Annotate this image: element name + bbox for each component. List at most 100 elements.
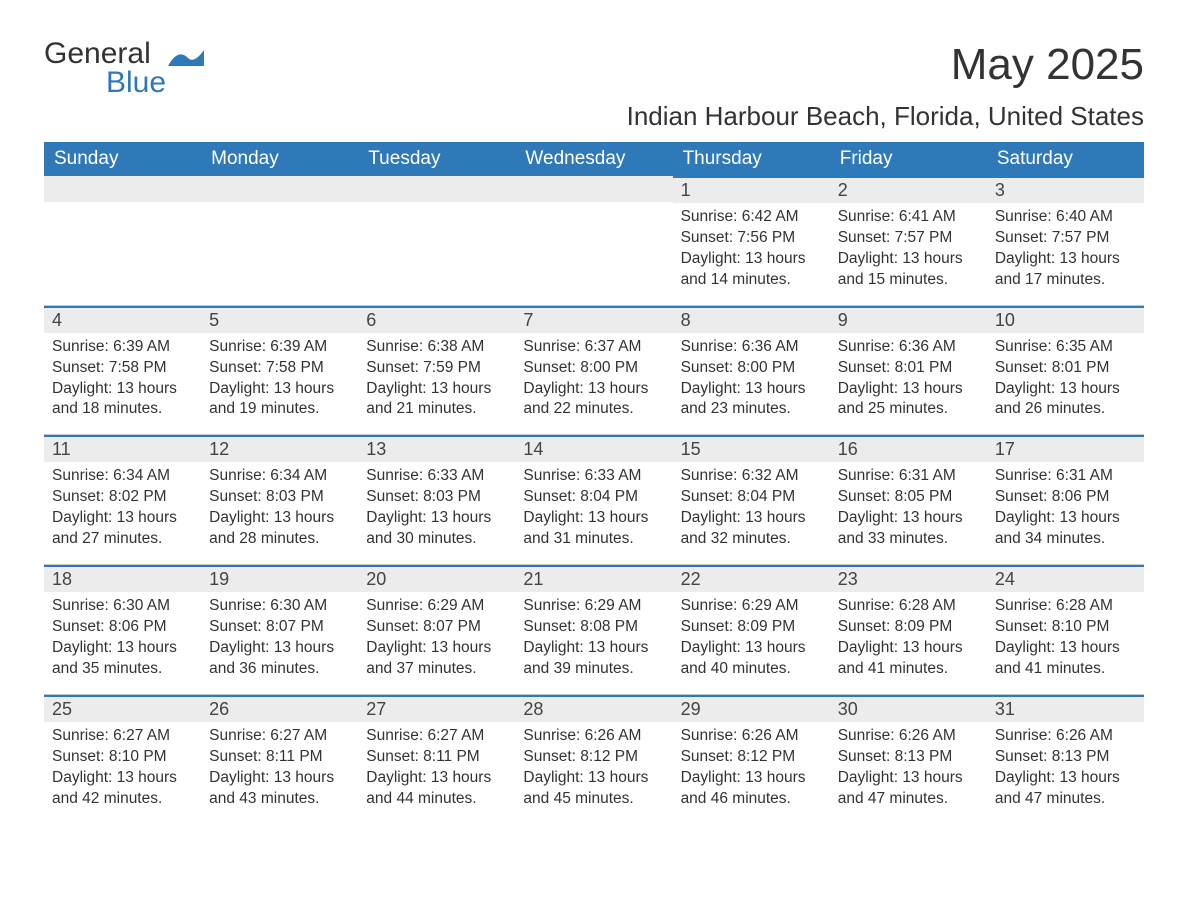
day-details: Sunrise: 6:26 AMSunset: 8:13 PMDaylight:… <box>987 722 1144 818</box>
sunrise-line: Sunrise: 6:27 AM <box>52 726 193 747</box>
sunrise-line: Sunrise: 6:31 AM <box>995 466 1136 487</box>
day-number: 10 <box>987 306 1144 333</box>
calendar-week: 25Sunrise: 6:27 AMSunset: 8:10 PMDayligh… <box>44 694 1144 818</box>
daylight-line-2: and 33 minutes. <box>838 529 979 550</box>
sunrise-line: Sunrise: 6:26 AM <box>838 726 979 747</box>
day-details: Sunrise: 6:39 AMSunset: 7:58 PMDaylight:… <box>201 333 358 429</box>
sunrise-line: Sunrise: 6:30 AM <box>52 596 193 617</box>
calendar-day: 31Sunrise: 6:26 AMSunset: 8:13 PMDayligh… <box>987 695 1144 818</box>
day-number: 13 <box>358 435 515 462</box>
day-number: 11 <box>44 435 201 462</box>
sunset-line: Sunset: 8:06 PM <box>52 617 193 638</box>
sunrise-line: Sunrise: 6:39 AM <box>52 337 193 358</box>
daylight-line-1: Daylight: 13 hours <box>681 638 822 659</box>
daylight-line-1: Daylight: 13 hours <box>681 508 822 529</box>
dayname-saturday: Saturday <box>987 142 1144 176</box>
day-number: 27 <box>358 695 515 722</box>
day-details: Sunrise: 6:29 AMSunset: 8:08 PMDaylight:… <box>515 592 672 688</box>
sunrise-line: Sunrise: 6:26 AM <box>995 726 1136 747</box>
calendar-day <box>515 176 672 299</box>
daylight-line-1: Daylight: 13 hours <box>366 768 507 789</box>
day-number: 7 <box>515 306 672 333</box>
day-details: Sunrise: 6:40 AMSunset: 7:57 PMDaylight:… <box>987 203 1144 299</box>
sunrise-line: Sunrise: 6:29 AM <box>366 596 507 617</box>
sunset-line: Sunset: 8:03 PM <box>366 487 507 508</box>
daylight-line-2: and 36 minutes. <box>209 659 350 680</box>
daylight-line-2: and 44 minutes. <box>366 789 507 810</box>
day-number: 3 <box>987 176 1144 203</box>
day-number: 12 <box>201 435 358 462</box>
calendar-day: 16Sunrise: 6:31 AMSunset: 8:05 PMDayligh… <box>830 435 987 558</box>
brand-logo: General Blue <box>44 40 204 97</box>
day-number: 4 <box>44 306 201 333</box>
day-details: Sunrise: 6:29 AMSunset: 8:09 PMDaylight:… <box>673 592 830 688</box>
day-number: 17 <box>987 435 1144 462</box>
day-number: 18 <box>44 565 201 592</box>
day-details: Sunrise: 6:31 AMSunset: 8:05 PMDaylight:… <box>830 462 987 558</box>
daylight-line-2: and 22 minutes. <box>523 399 664 420</box>
sunrise-line: Sunrise: 6:33 AM <box>523 466 664 487</box>
day-number: 29 <box>673 695 830 722</box>
calendar-day <box>44 176 201 299</box>
daylight-line-2: and 46 minutes. <box>681 789 822 810</box>
dayname-thursday: Thursday <box>673 142 830 176</box>
sunset-line: Sunset: 8:01 PM <box>838 358 979 379</box>
day-details: Sunrise: 6:38 AMSunset: 7:59 PMDaylight:… <box>358 333 515 429</box>
dayname-tuesday: Tuesday <box>358 142 515 176</box>
calendar-day: 15Sunrise: 6:32 AMSunset: 8:04 PMDayligh… <box>673 435 830 558</box>
dayname-wednesday: Wednesday <box>515 142 672 176</box>
daylight-line-1: Daylight: 13 hours <box>523 638 664 659</box>
daylight-line-2: and 32 minutes. <box>681 529 822 550</box>
sunset-line: Sunset: 8:03 PM <box>209 487 350 508</box>
title-block: May 2025 <box>951 40 1144 90</box>
sunset-line: Sunset: 8:12 PM <box>681 747 822 768</box>
day-number: 20 <box>358 565 515 592</box>
daylight-line-2: and 18 minutes. <box>52 399 193 420</box>
daylight-line-1: Daylight: 13 hours <box>52 638 193 659</box>
sunset-line: Sunset: 8:13 PM <box>838 747 979 768</box>
brand-wave-icon <box>166 40 204 79</box>
calendar-week: 4Sunrise: 6:39 AMSunset: 7:58 PMDaylight… <box>44 305 1144 429</box>
daylight-line-1: Daylight: 13 hours <box>995 249 1136 270</box>
daylight-line-2: and 28 minutes. <box>209 529 350 550</box>
daylight-line-2: and 17 minutes. <box>995 270 1136 291</box>
day-number: 30 <box>830 695 987 722</box>
daylight-line-1: Daylight: 13 hours <box>995 379 1136 400</box>
daylight-line-2: and 14 minutes. <box>681 270 822 291</box>
sunset-line: Sunset: 7:59 PM <box>366 358 507 379</box>
day-number: 25 <box>44 695 201 722</box>
day-details: Sunrise: 6:31 AMSunset: 8:06 PMDaylight:… <box>987 462 1144 558</box>
calendar-day: 18Sunrise: 6:30 AMSunset: 8:06 PMDayligh… <box>44 565 201 688</box>
calendar-day: 28Sunrise: 6:26 AMSunset: 8:12 PMDayligh… <box>515 695 672 818</box>
sunrise-line: Sunrise: 6:27 AM <box>366 726 507 747</box>
daylight-line-2: and 40 minutes. <box>681 659 822 680</box>
daylight-line-2: and 41 minutes. <box>995 659 1136 680</box>
sunrise-line: Sunrise: 6:36 AM <box>838 337 979 358</box>
sunset-line: Sunset: 8:12 PM <box>523 747 664 768</box>
daylight-line-2: and 43 minutes. <box>209 789 350 810</box>
daylight-line-2: and 45 minutes. <box>523 789 664 810</box>
daylight-line-2: and 26 minutes. <box>995 399 1136 420</box>
sunset-line: Sunset: 8:07 PM <box>209 617 350 638</box>
daylight-line-1: Daylight: 13 hours <box>995 638 1136 659</box>
sunset-line: Sunset: 7:58 PM <box>209 358 350 379</box>
sunset-line: Sunset: 8:08 PM <box>523 617 664 638</box>
calendar-day: 21Sunrise: 6:29 AMSunset: 8:08 PMDayligh… <box>515 565 672 688</box>
calendar-day: 29Sunrise: 6:26 AMSunset: 8:12 PMDayligh… <box>673 695 830 818</box>
calendar-week: 1Sunrise: 6:42 AMSunset: 7:56 PMDaylight… <box>44 176 1144 299</box>
daylight-line-2: and 19 minutes. <box>209 399 350 420</box>
day-details: Sunrise: 6:30 AMSunset: 8:06 PMDaylight:… <box>44 592 201 688</box>
calendar-day: 19Sunrise: 6:30 AMSunset: 8:07 PMDayligh… <box>201 565 358 688</box>
dayname-row: Sunday Monday Tuesday Wednesday Thursday… <box>44 142 1144 176</box>
daylight-line-1: Daylight: 13 hours <box>681 249 822 270</box>
daylight-line-2: and 47 minutes. <box>838 789 979 810</box>
brand-name-part2: Blue <box>106 69 166 98</box>
day-details: Sunrise: 6:26 AMSunset: 8:12 PMDaylight:… <box>515 722 672 818</box>
daylight-line-2: and 25 minutes. <box>838 399 979 420</box>
sunrise-line: Sunrise: 6:32 AM <box>681 466 822 487</box>
day-number: 8 <box>673 306 830 333</box>
sunrise-line: Sunrise: 6:33 AM <box>366 466 507 487</box>
daylight-line-1: Daylight: 13 hours <box>523 508 664 529</box>
dayname-friday: Friday <box>830 142 987 176</box>
sunrise-line: Sunrise: 6:34 AM <box>52 466 193 487</box>
